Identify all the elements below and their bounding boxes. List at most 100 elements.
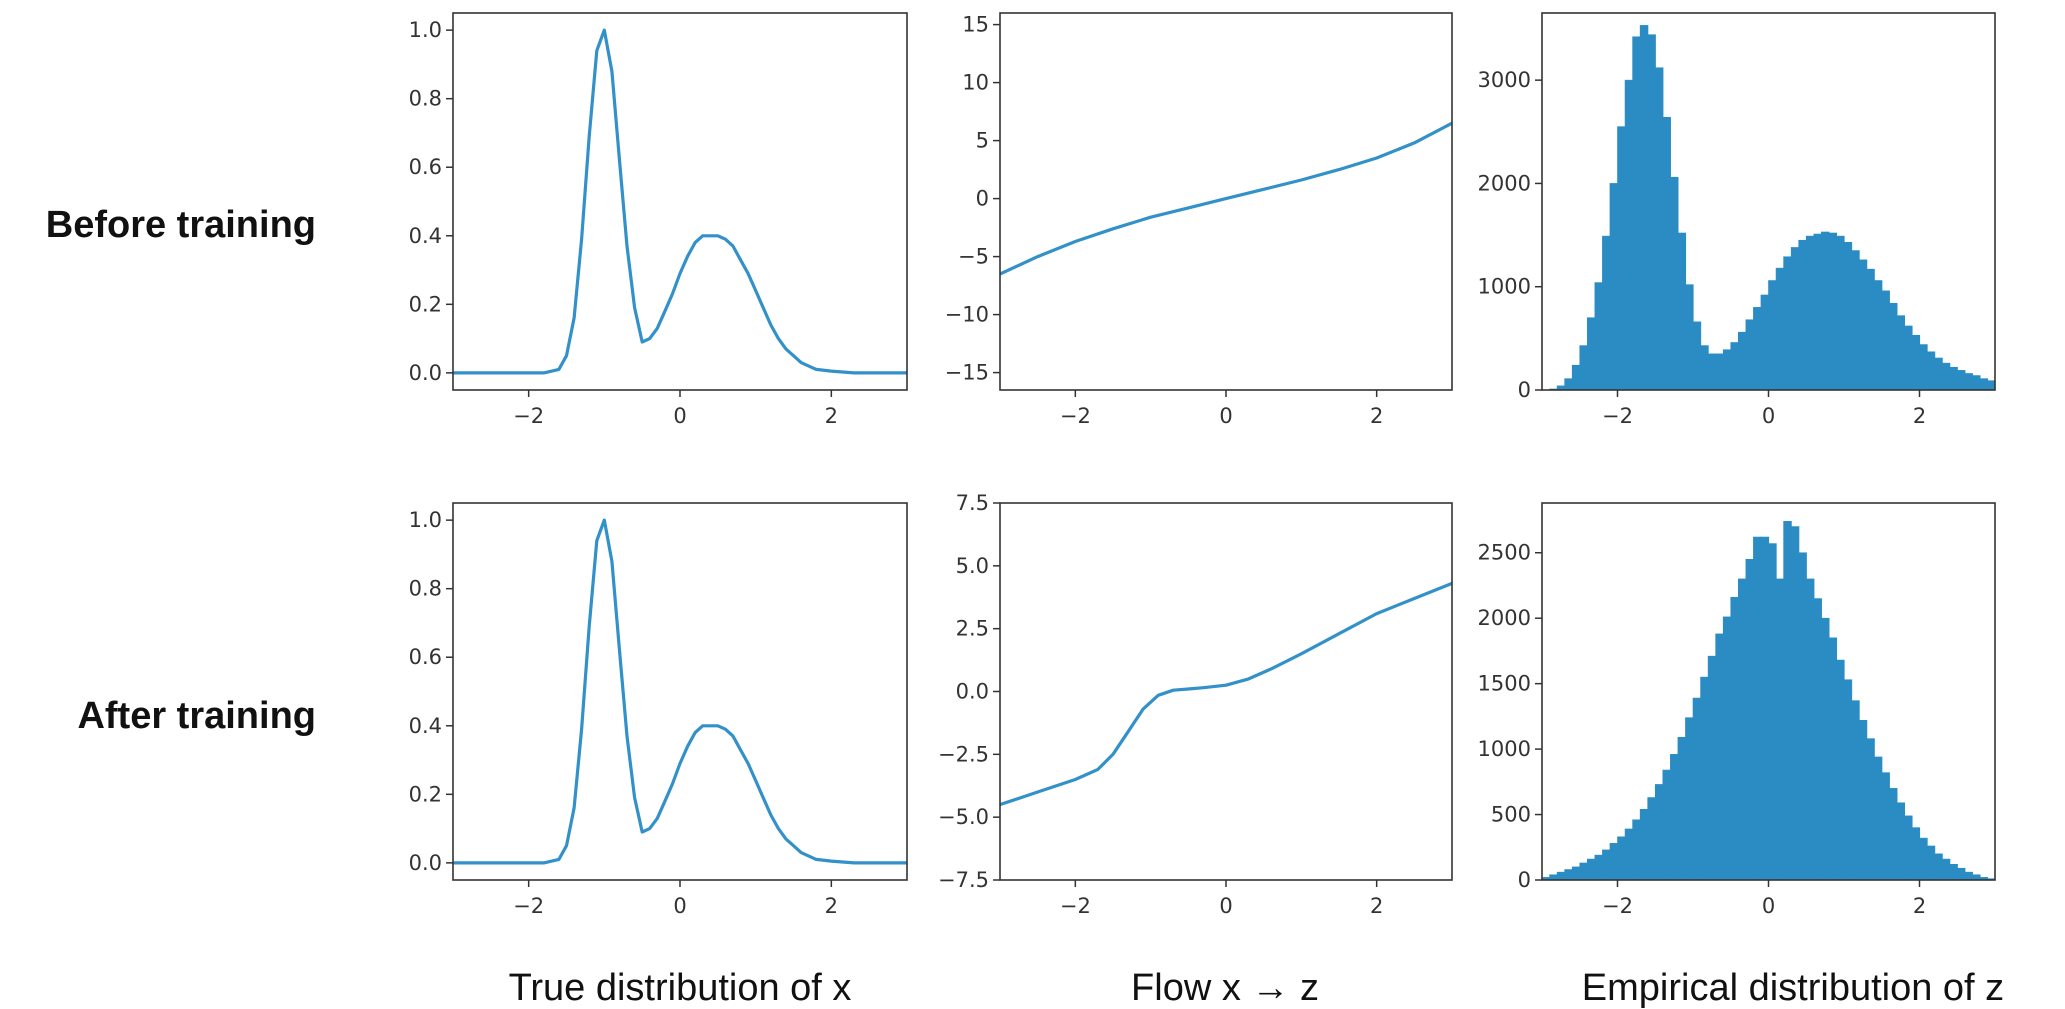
y-tick-label: 0.0 — [956, 680, 989, 704]
y-tick-label: 2000 — [1478, 171, 1531, 195]
histogram-bar — [1670, 176, 1679, 390]
histogram-bar — [1805, 578, 1815, 880]
histogram-bar — [1813, 233, 1822, 390]
x-tick-label: 2 — [1370, 404, 1383, 428]
histogram-bar — [1851, 250, 1860, 390]
histogram-bar — [1647, 797, 1656, 880]
row-label-before: Before training — [46, 204, 316, 246]
histogram-bar — [1594, 282, 1603, 390]
histogram-bar — [1866, 268, 1875, 390]
histogram-bar — [1775, 267, 1785, 390]
histogram-bar — [1896, 315, 1905, 390]
column-label-empirical-z: Empirical distribution of z — [1582, 967, 2004, 1009]
histogram-bar — [1670, 754, 1679, 880]
histogram-bar — [1926, 845, 1936, 880]
column-label-flow: Flow x → z — [1131, 967, 1319, 1009]
histogram-bar — [1632, 819, 1641, 880]
panel-after-empirical-z: −2 0 2 0 500 1000 1500 2000 2500 — [1478, 502, 1996, 918]
histogram-bar — [1790, 247, 1800, 390]
histogram-bar — [1934, 853, 1943, 880]
y-tick-label: 0.4 — [409, 714, 442, 738]
series-line — [453, 518, 907, 865]
histogram-bar — [1904, 325, 1913, 390]
histogram-bar — [1609, 183, 1619, 390]
x-tick-label: 0 — [1219, 404, 1232, 428]
y-tick-label: 2.5 — [956, 617, 989, 641]
y-tick-label: 500 — [1491, 803, 1531, 827]
histogram-bar — [1798, 552, 1807, 880]
histogram-bar — [1941, 858, 1951, 880]
y-tick-label: 0.6 — [409, 155, 442, 179]
series-line — [1000, 581, 1452, 807]
x-tick-label: 2 — [1913, 894, 1926, 918]
histogram-bar — [1964, 373, 1973, 390]
plot-area — [1000, 121, 1452, 276]
y-tick-label: 0 — [1518, 868, 1531, 892]
y-tick-label: 1000 — [1478, 737, 1531, 761]
y-tick-label: 2000 — [1478, 606, 1531, 630]
histogram-bar — [1964, 871, 1973, 880]
x-tick-label: 2 — [825, 404, 838, 428]
y-tick-label: 0.8 — [409, 87, 442, 111]
y-tick-label: 2500 — [1478, 541, 1531, 565]
x-tick-label: −2 — [1602, 894, 1633, 918]
histogram-bar — [1911, 334, 1921, 390]
y-tick-label: −15 — [945, 361, 989, 385]
histogram-bar — [1851, 700, 1860, 880]
y-tick-label: 0.0 — [409, 851, 442, 875]
histogram-bar — [1624, 79, 1634, 390]
histogram-bar — [1571, 364, 1581, 390]
histogram-bar — [1881, 290, 1890, 390]
row-label-before-training: Before training — [46, 204, 316, 246]
histogram-bar — [1722, 349, 1732, 390]
histogram-bar — [1926, 351, 1936, 390]
histogram-bar — [1994, 382, 1995, 390]
histogram-bar — [1700, 345, 1709, 390]
y-tick-label: 0.6 — [409, 645, 442, 669]
histogram-bar — [1745, 319, 1754, 390]
histogram-bar — [1919, 344, 1928, 390]
plot-area — [1542, 521, 1995, 880]
histogram-bar — [1707, 655, 1717, 880]
histogram-bar — [1692, 321, 1702, 390]
y-tick-label: 3000 — [1478, 68, 1531, 92]
panel-before-true-distribution: −2 0 2 0.0 0.2 0.4 0.6 0.8 1.0 — [409, 12, 908, 428]
histogram-bar — [1798, 239, 1807, 390]
panel-after-true-distribution: −2 0 2 0.0 0.2 0.4 0.6 0.8 1.0 — [409, 502, 908, 918]
row-label-after: After training — [77, 695, 316, 737]
panel-before-empirical-z: −2 0 2 0 1000 2000 3000 — [1478, 12, 1996, 428]
histogram-bar — [1821, 617, 1830, 880]
plot-area — [1549, 25, 1995, 390]
x-tick-label: 2 — [1913, 404, 1926, 428]
histogram-bar — [1919, 837, 1928, 880]
y-tick-label: 1500 — [1478, 672, 1531, 696]
histogram-bar — [1639, 809, 1649, 880]
histogram-bar — [1677, 232, 1687, 390]
histogram-bar — [1639, 25, 1649, 390]
panel-before-flow: −2 0 2 −15 −10 −5 0 5 10 15 — [945, 12, 1453, 428]
histogram-bar — [1775, 578, 1785, 880]
histogram-bar — [1760, 294, 1770, 390]
histogram-bar — [1889, 788, 1898, 880]
histogram-bar — [1881, 772, 1890, 880]
histogram-bar — [1662, 117, 1671, 390]
y-tick-label: 5.0 — [956, 554, 989, 578]
histogram-bar — [1783, 521, 1792, 880]
histogram-bar — [1647, 34, 1656, 390]
histogram-bar — [1692, 697, 1702, 880]
histogram-bar — [1745, 558, 1754, 880]
histogram-bar — [1760, 536, 1770, 880]
histogram-bar — [1617, 836, 1626, 880]
histogram-bar — [1587, 317, 1596, 390]
histogram-bar — [1564, 378, 1573, 390]
histogram-bar — [1866, 738, 1875, 880]
x-tick-label: 0 — [1219, 894, 1232, 918]
y-tick-label: 0 — [1518, 378, 1531, 402]
plot-area — [1000, 581, 1452, 807]
histogram-bar — [1579, 345, 1588, 390]
y-tick-label: 0.4 — [409, 224, 442, 248]
histogram-bar — [1873, 756, 1883, 880]
histogram-bar — [1843, 679, 1853, 880]
y-tick-label: 0.2 — [409, 292, 442, 316]
